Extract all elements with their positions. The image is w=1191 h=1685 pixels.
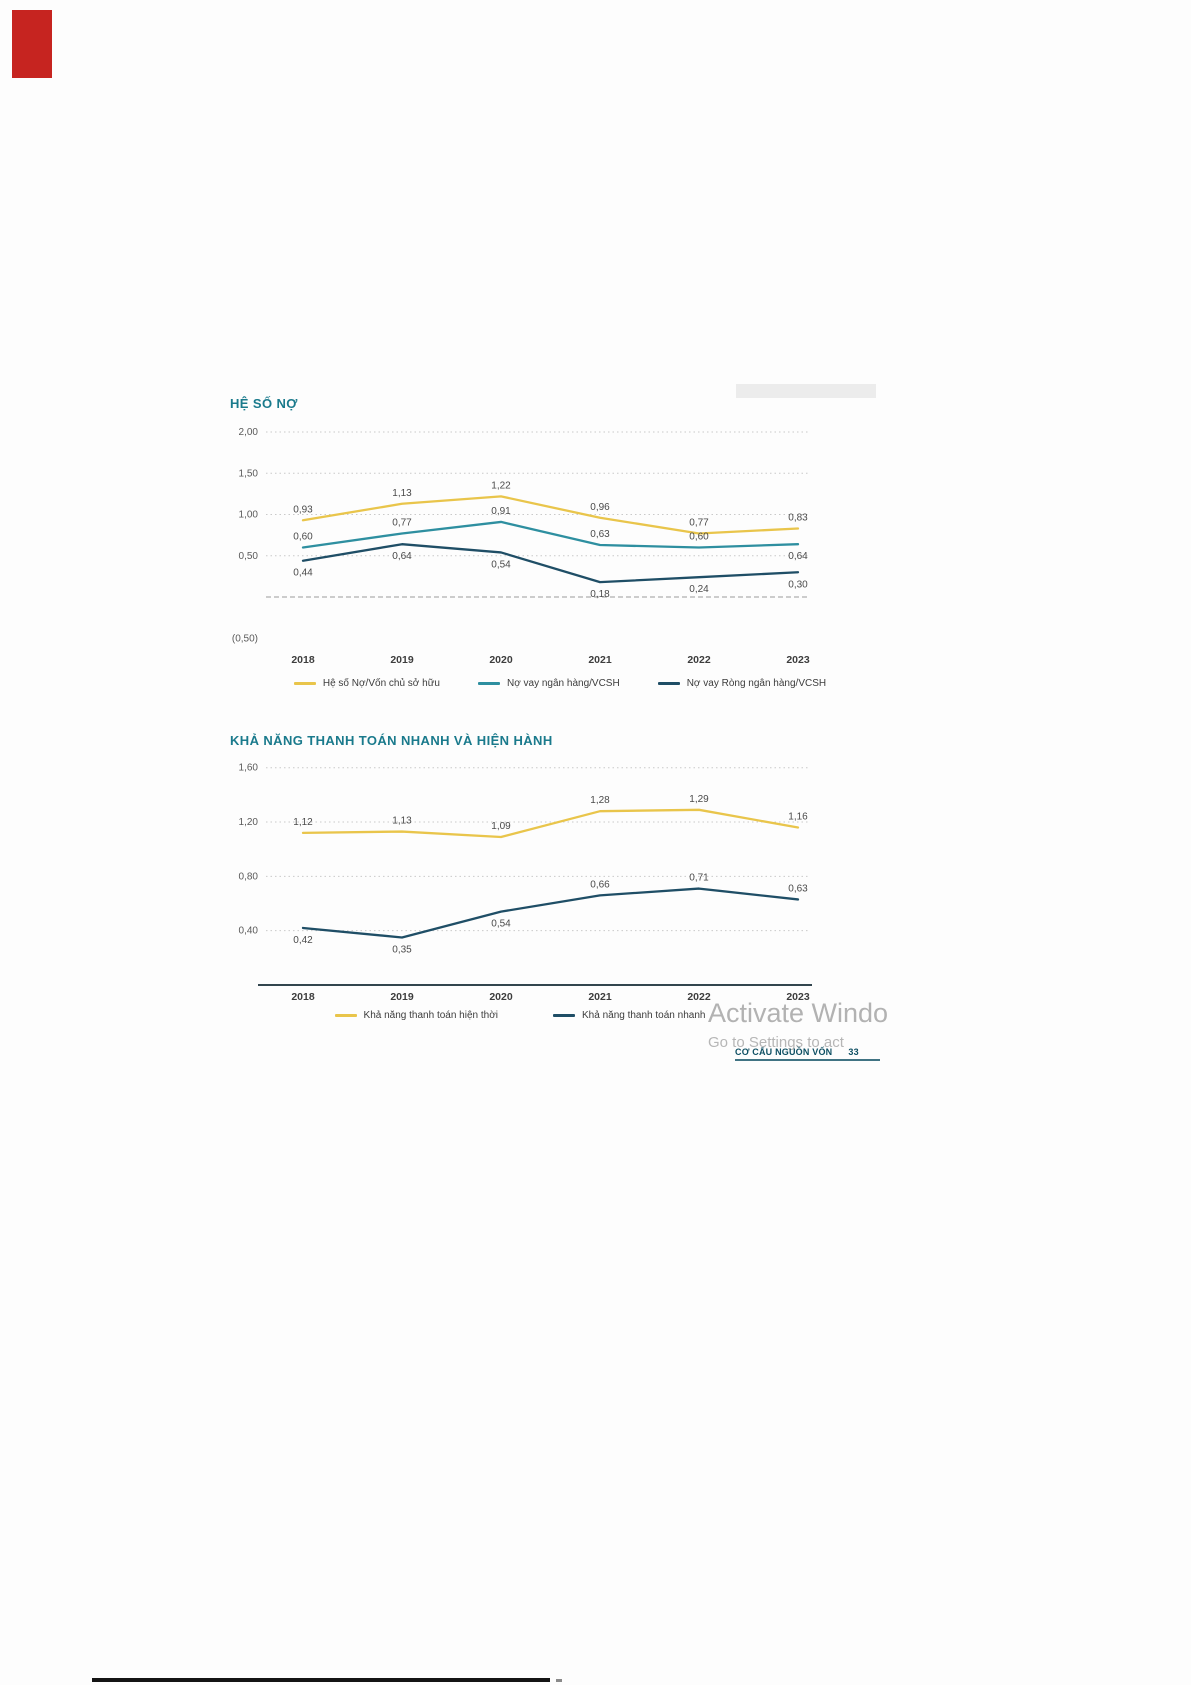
data-label: 0,64 xyxy=(392,551,412,562)
data-label: 0,93 xyxy=(293,504,313,515)
legend-label: Khả năng thanh toán hiện thời xyxy=(363,1010,498,1021)
y-tick-label: 0,80 xyxy=(239,871,259,882)
data-label: 1,13 xyxy=(392,816,412,827)
data-label: 0,60 xyxy=(293,532,313,543)
x-category-label: 2020 xyxy=(489,654,513,666)
footer-rule xyxy=(735,1059,880,1061)
series-line xyxy=(301,495,800,535)
y-tick-label: 0,40 xyxy=(239,926,259,937)
x-category-label: 2023 xyxy=(786,991,810,1003)
legend-item: Nợ vay ngân hàng/VCSH xyxy=(477,678,620,689)
y-tick-label: (0,50) xyxy=(232,633,258,644)
footer-page-number: 33 xyxy=(848,1047,859,1057)
x-category-label: 2019 xyxy=(390,654,414,666)
legend-item: Hệ số Nợ/Vốn chủ sở hữu xyxy=(293,678,440,689)
legend-item: Khả năng thanh toán nhanh xyxy=(553,1010,705,1021)
data-label: 1,28 xyxy=(590,795,610,806)
x-category-label: 2022 xyxy=(687,654,711,666)
legend-label: Nợ vay Ròng ngân hàng/VCSH xyxy=(686,678,827,689)
data-label: 0,30 xyxy=(788,579,808,590)
faded-highlight xyxy=(736,384,876,398)
x-category-label: 2023 xyxy=(786,654,810,666)
data-label: 0,63 xyxy=(788,883,808,894)
liquidity-chart-legend: Khả năng thanh toán hiện thời Khả năng th… xyxy=(230,1010,810,1021)
data-label: 1,13 xyxy=(392,488,412,499)
data-label: 0,91 xyxy=(491,506,511,517)
legend-label: Hệ số Nợ/Vốn chủ sở hữu xyxy=(322,678,440,689)
data-label: 0,64 xyxy=(788,551,808,562)
y-tick-label: 1,00 xyxy=(239,510,259,521)
series-line xyxy=(301,808,800,839)
data-label: 1,12 xyxy=(293,817,313,828)
x-category-label: 2019 xyxy=(390,991,414,1003)
legend-label: Khả năng thanh toán nhanh xyxy=(582,1010,706,1021)
x-category-label: 2020 xyxy=(489,991,513,1003)
y-tick-label: 1,20 xyxy=(239,817,259,828)
data-label: 0,83 xyxy=(788,513,808,524)
x-category-label: 2021 xyxy=(588,654,612,666)
data-label: 0,35 xyxy=(392,944,412,955)
x-category-label: 2022 xyxy=(687,991,711,1003)
liquidity-chart-title: KHẢ NĂNG THANH TOÁN NHANH VÀ HIỆN HÀNH xyxy=(230,733,553,748)
liquidity-line-chart: 1,60 1,20 0,80 0,40 2018 2019 2020 2021 2022 2023… xyxy=(239,763,812,1003)
data-label: 0,60 xyxy=(689,532,709,543)
data-label: 0,71 xyxy=(689,873,709,884)
footer-section-label: CƠ CẤU NGUỒN VỐN xyxy=(735,1047,833,1057)
series-line xyxy=(301,887,800,939)
data-label: 0,77 xyxy=(392,517,412,528)
legend-swatch-line xyxy=(657,682,680,685)
debt-ratio-chart-title: HỆ SỐ NỢ xyxy=(230,396,298,411)
series-line xyxy=(301,543,800,584)
bottom-rule xyxy=(92,1678,550,1682)
data-label: 0,54 xyxy=(491,919,511,930)
data-label: 1,16 xyxy=(788,811,808,822)
legend-swatch-line xyxy=(293,682,316,685)
legend-label: Nợ vay ngân hàng/VCSH xyxy=(506,678,620,689)
data-label: 1,22 xyxy=(491,480,511,491)
activate-windows-watermark-line1: Activate Windo xyxy=(708,998,889,1028)
series-line xyxy=(301,520,800,549)
legend-item: Nợ vay Ròng ngân hàng/VCSH xyxy=(657,678,827,689)
data-label: 0,42 xyxy=(293,935,313,946)
activate-windows-watermark-line2: Go to Settings to act xyxy=(708,1034,844,1051)
red-corner-mark xyxy=(12,10,52,78)
x-category-label: 2018 xyxy=(291,654,315,666)
data-label: 0,24 xyxy=(689,584,709,595)
data-label: 0,63 xyxy=(590,529,610,540)
data-label: 0,44 xyxy=(293,568,313,579)
x-category-label: 2021 xyxy=(588,991,612,1003)
data-label: 0,54 xyxy=(491,559,511,570)
data-label: 0,66 xyxy=(590,879,610,890)
y-tick-label: 1,60 xyxy=(239,763,259,774)
page-footer: CƠ CẤU NGUỒN VỐN 33 xyxy=(735,1047,859,1057)
legend-item: Khả năng thanh toán hiện thời xyxy=(334,1010,498,1021)
debt-ratio-chart-legend: Hệ số Nợ/Vốn chủ sở hữu Nợ vay ngân hàng/… xyxy=(230,678,890,689)
x-category-label: 2018 xyxy=(291,991,315,1003)
legend-swatch-line xyxy=(477,682,500,685)
y-tick-label: 2,00 xyxy=(239,427,259,438)
y-tick-label: 1,50 xyxy=(239,468,259,479)
legend-swatch-line xyxy=(553,1014,575,1017)
data-label: 0,96 xyxy=(590,502,610,513)
bottom-rule-tick xyxy=(556,1679,562,1682)
data-label: 0,77 xyxy=(689,517,709,528)
legend-swatch-line xyxy=(334,1014,357,1017)
debt-ratio-line-chart: 2,00 1,50 1,00 0,50 (0,50) 2018 2019 2020 2021 20… xyxy=(232,427,810,666)
y-tick-label: 0,50 xyxy=(239,551,259,562)
data-label: 1,29 xyxy=(689,794,709,805)
data-label: 1,09 xyxy=(491,821,511,832)
data-label: 0,18 xyxy=(590,589,610,600)
